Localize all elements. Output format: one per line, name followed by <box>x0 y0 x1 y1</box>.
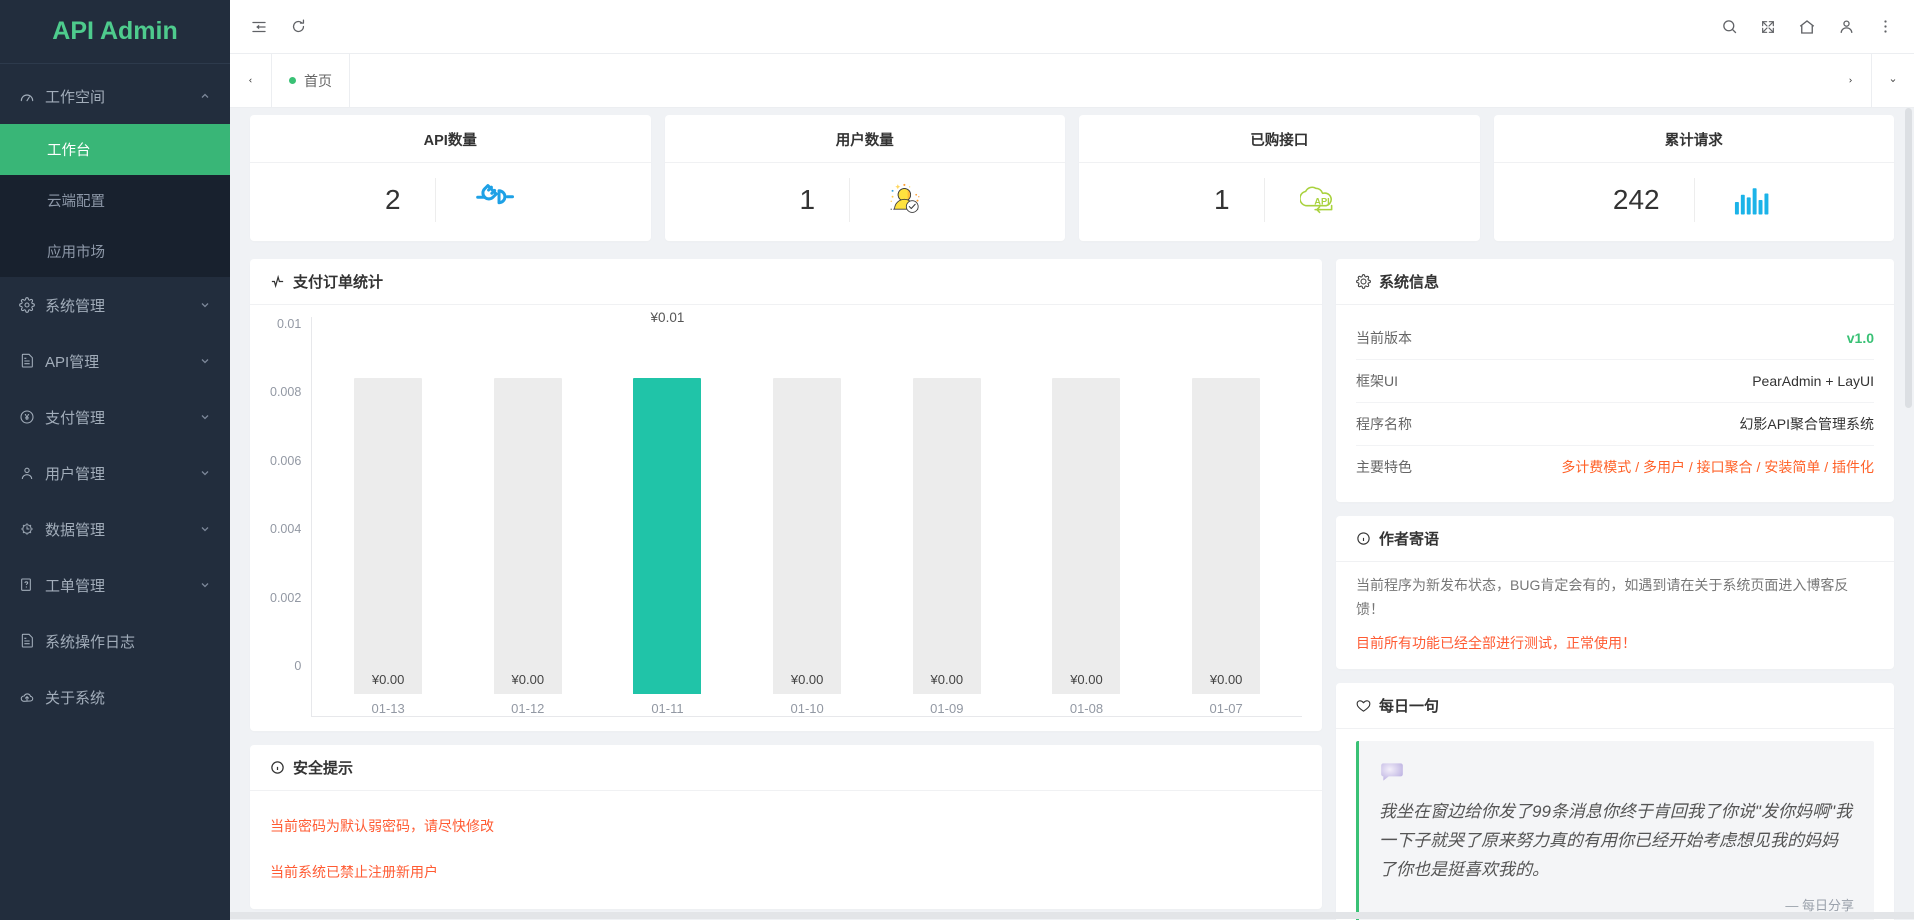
svg-text:API: API <box>1314 196 1329 206</box>
svg-text:¥: ¥ <box>25 412 30 422</box>
